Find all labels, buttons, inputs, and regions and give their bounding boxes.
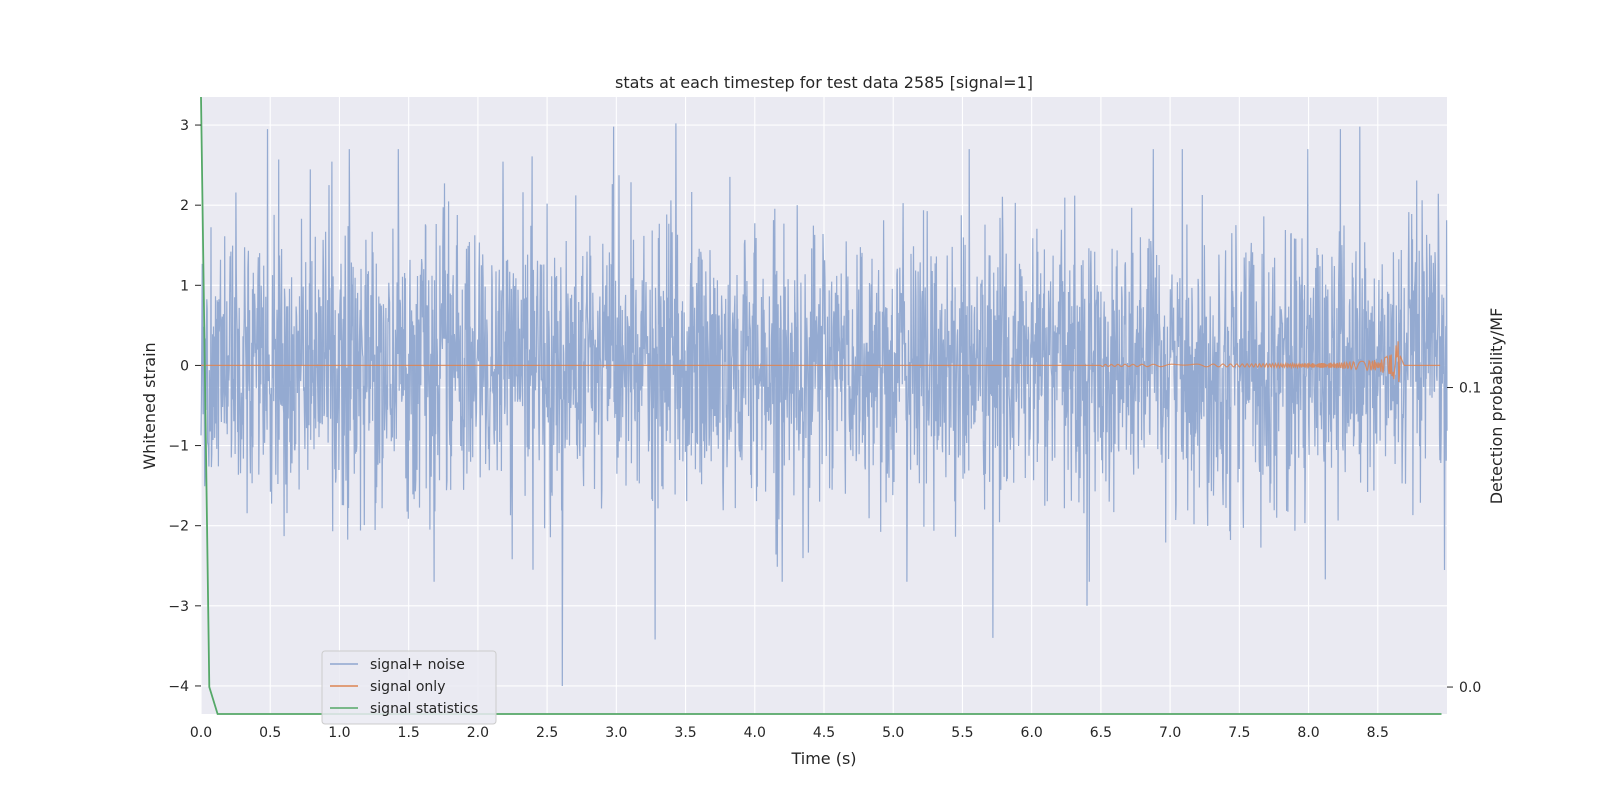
legend-label-signal: signal only [370,679,445,695]
x-tick-label: 7.5 [1228,725,1250,741]
x-tick-label: 4.5 [813,725,835,741]
x-tick-label: 3.5 [674,725,696,741]
y-axis-ticks: 3 2 1 0 −1 −2 −3 −4 [168,118,201,695]
x-axis-label: Time (s) [790,749,856,768]
y-tick-label: 3 [180,118,189,134]
y-tick-label: 2 [180,198,189,214]
legend-frame [321,650,497,725]
x-tick-label: 3.0 [605,725,627,741]
x-tick-label: 1.0 [328,725,350,741]
legend-label-statistics: signal statistics [370,701,478,717]
x-tick-label: 6.0 [1021,725,1043,741]
y-tick-label: −3 [168,599,189,615]
y-tick-label: −1 [168,439,189,455]
y-axis-label: Whitened strain [140,342,159,469]
x-tick-label: 6.5 [1090,725,1112,741]
y-tick-label: 0 [180,358,189,374]
x-tick-label: 8.5 [1367,725,1389,741]
y-tick-label: −4 [168,679,189,695]
signal-noise-series [200,123,1448,687]
x-tick-label: 4.0 [744,725,766,741]
x-tick-label: 0.0 [190,725,212,741]
legend-label-noise: signal+ noise [370,657,465,673]
signal-only-series [201,341,1441,383]
right-tick-label: 0.0 [1459,680,1481,696]
noise-line [200,123,1448,687]
x-tick-label: 0.5 [259,725,281,741]
x-tick-label: 1.5 [398,725,420,741]
signal-statistics-series [200,96,1442,715]
x-tick-label: 8.0 [1297,725,1319,741]
right-axis-ticks: 0.1 0.0 [1447,381,1481,696]
chart-title: stats at each timestep for test data 258… [615,73,1033,92]
y-tick-label: 1 [180,278,189,294]
x-tick-label: 2.5 [536,725,558,741]
right-y-axis-label: Detection probability/MF [1487,308,1506,505]
y-tick-label: −2 [168,519,189,535]
x-tick-label: 7.0 [1159,725,1181,741]
x-tick-label: 5.0 [882,725,904,741]
statistics-line [200,96,1442,715]
right-tick-label: 0.1 [1459,381,1481,397]
legend: signal+ noise signal only signal statist… [321,650,497,725]
signal-line [201,341,1441,383]
x-axis-ticks: 0.0 0.5 1.0 1.5 2.0 2.5 3.0 3.5 4.0 4.5 5.0 5.5 6.0 6… [190,725,1389,741]
x-tick-label: 5.5 [951,725,973,741]
x-tick-label: 2.0 [467,725,489,741]
